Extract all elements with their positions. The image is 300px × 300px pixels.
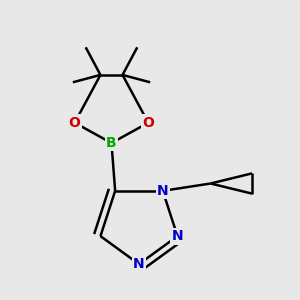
Text: N: N xyxy=(133,257,145,271)
Text: O: O xyxy=(69,116,81,130)
Text: B: B xyxy=(106,136,117,150)
Text: O: O xyxy=(142,116,154,130)
Text: N: N xyxy=(172,229,183,243)
Text: N: N xyxy=(157,184,169,198)
